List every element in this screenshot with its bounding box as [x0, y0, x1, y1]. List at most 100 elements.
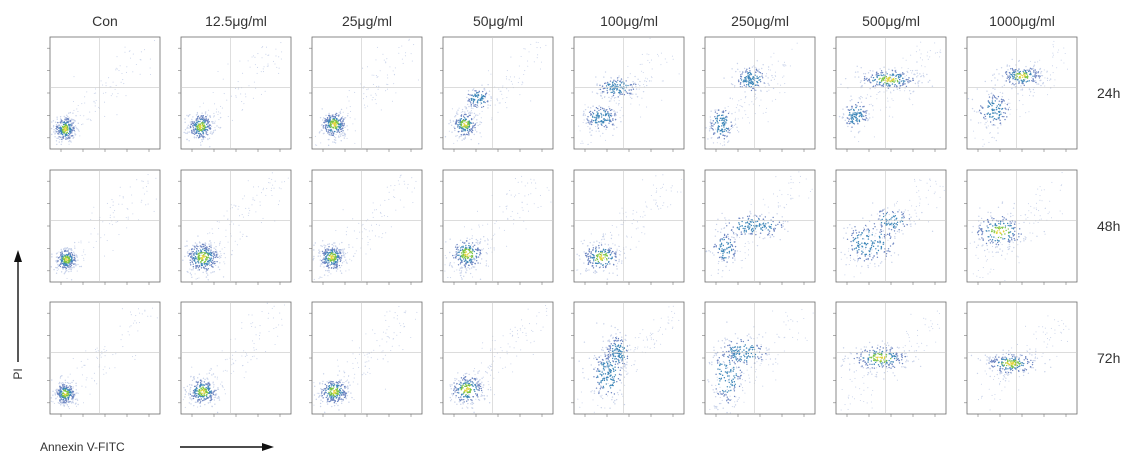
- event-dot: [660, 52, 662, 54]
- event-dot: [203, 247, 205, 250]
- event-dot: [911, 70, 914, 72]
- event-dot: [260, 71, 262, 73]
- event-dot: [205, 131, 207, 133]
- event-dot: [458, 256, 460, 258]
- event-dot: [261, 57, 263, 59]
- event-dot: [468, 242, 470, 245]
- event-dot: [1034, 61, 1036, 64]
- event-dot: [271, 178, 273, 180]
- event-dot: [628, 94, 630, 96]
- event-dot: [613, 100, 615, 102]
- event-dot: [509, 189, 511, 192]
- event-dot: [81, 124, 83, 126]
- event-dot: [481, 84, 483, 86]
- event-dot: [186, 138, 188, 141]
- event-dot: [988, 96, 991, 98]
- event-dot: [125, 217, 127, 219]
- event-dot: [155, 198, 157, 200]
- event-dot: [262, 189, 264, 191]
- event-dot: [467, 261, 469, 263]
- event-dot: [765, 75, 767, 77]
- event-dot: [472, 125, 474, 127]
- event-dot: [993, 102, 995, 105]
- event-dot: [194, 242, 197, 244]
- event-dot: [463, 117, 466, 119]
- event-dot: [354, 142, 356, 144]
- event-dot: [219, 250, 221, 253]
- event-dot: [990, 80, 993, 82]
- event-dot: [313, 249, 315, 251]
- event-dot: [1018, 81, 1020, 84]
- event-dot: [758, 105, 760, 107]
- event-dot: [60, 250, 63, 252]
- event-dot: [337, 135, 340, 137]
- event-dot: [319, 265, 322, 267]
- event-dot: [911, 72, 913, 74]
- event-dot: [717, 125, 720, 127]
- event-dot: [934, 52, 936, 54]
- event-dot: [457, 131, 460, 133]
- event-dot: [461, 110, 464, 113]
- event-dot: [1040, 70, 1043, 73]
- event-dot: [779, 84, 782, 86]
- event-dot: [64, 116, 67, 119]
- event-dot: [106, 240, 108, 242]
- event-dot: [533, 179, 535, 181]
- cytometry-panel: [440, 36, 554, 152]
- event-dot: [458, 121, 460, 123]
- event-dot: [345, 270, 347, 272]
- event-dot: [910, 69, 912, 72]
- event-dot: [917, 81, 919, 84]
- event-dot: [898, 82, 900, 85]
- event-dot: [545, 44, 547, 46]
- event-dot: [213, 256, 215, 259]
- event-dot: [215, 255, 218, 257]
- event-dot: [120, 81, 122, 83]
- event-dot: [981, 106, 983, 108]
- event-dot: [745, 70, 747, 72]
- event-dot: [331, 126, 333, 128]
- event-dot: [195, 136, 198, 139]
- event-dot: [1000, 124, 1002, 126]
- event-dot: [753, 78, 755, 81]
- event-dot: [743, 82, 745, 84]
- event-dot: [80, 265, 83, 268]
- event-dot: [190, 269, 193, 271]
- event-dot: [1029, 60, 1031, 62]
- event-dot: [739, 82, 742, 84]
- event-dot: [191, 122, 193, 124]
- event-dot: [739, 83, 742, 85]
- event-dot: [619, 90, 621, 92]
- event-dot: [461, 278, 463, 280]
- event-dot: [188, 140, 190, 142]
- event-dot: [863, 73, 865, 75]
- event-dot: [635, 83, 637, 86]
- event-dot: [192, 130, 194, 132]
- event-dot: [987, 125, 989, 127]
- event-dot: [510, 215, 512, 217]
- event-dot: [929, 50, 931, 52]
- event-dot: [663, 202, 665, 204]
- event-dot: [197, 260, 199, 262]
- event-dot: [192, 124, 194, 127]
- event-dot: [485, 265, 487, 267]
- event-dot: [712, 129, 714, 131]
- event-dot: [206, 123, 208, 126]
- event-dot: [913, 90, 915, 93]
- event-dot: [755, 84, 757, 86]
- event-dot: [493, 249, 495, 251]
- cytometry-panel: [440, 169, 554, 285]
- event-dot: [896, 80, 899, 83]
- event-dot: [451, 131, 453, 133]
- event-dot: [625, 91, 627, 93]
- event-dot: [255, 87, 257, 89]
- event-dot: [974, 137, 976, 139]
- event-dot: [83, 257, 85, 259]
- event-dot: [748, 104, 750, 106]
- event-dot: [336, 129, 338, 131]
- event-dot: [360, 83, 362, 85]
- event-dot: [749, 81, 752, 83]
- event-dot: [492, 234, 494, 237]
- event-dot: [890, 80, 892, 82]
- event-dot: [710, 127, 712, 129]
